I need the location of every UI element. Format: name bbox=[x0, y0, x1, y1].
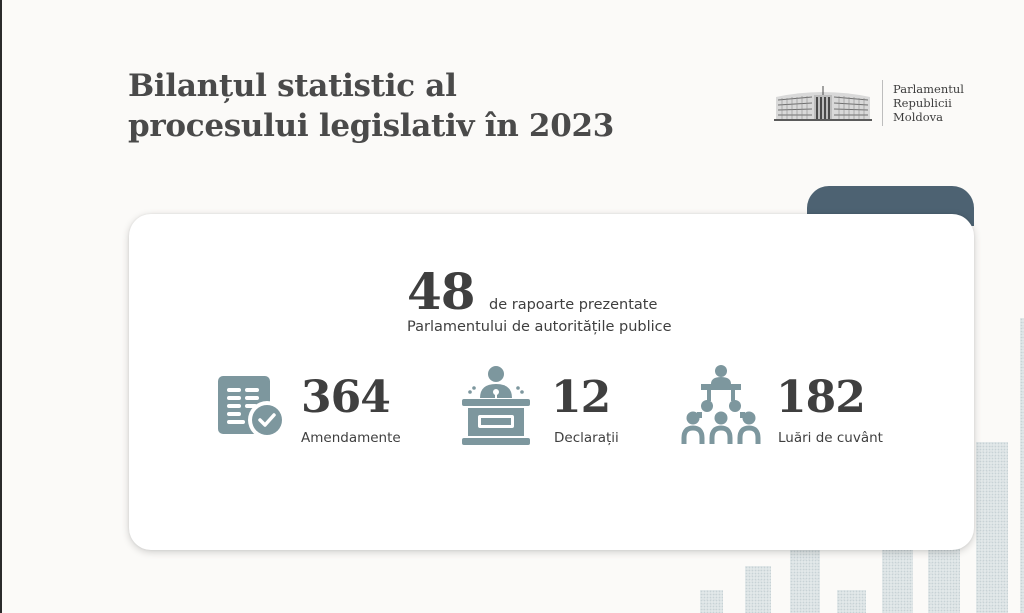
decorative-bar bbox=[882, 549, 913, 613]
decorative-bar bbox=[837, 590, 866, 613]
document-check-icon bbox=[218, 376, 286, 438]
parliament-building-icon bbox=[774, 86, 872, 121]
decorative-bar bbox=[745, 566, 771, 613]
page-title: Bilanțul statistic al procesului legisla… bbox=[128, 66, 614, 146]
logo-text-line-1: Parlamentul bbox=[893, 82, 964, 96]
page-title-line-1: Bilanțul statistic al bbox=[128, 68, 457, 104]
logo-text-line-2: Republicii bbox=[893, 96, 952, 110]
reports-caption-line-2: Parlamentului de autoritățile publice bbox=[407, 319, 672, 335]
stats-card: 48 de rapoarte prezentate Parlamentului … bbox=[129, 214, 974, 550]
reports-caption-line-1: de rapoarte prezentate bbox=[489, 297, 658, 313]
speeches-count: 182 bbox=[776, 372, 866, 423]
logo-divider bbox=[882, 80, 883, 126]
declarations-count: 12 bbox=[551, 372, 611, 423]
audience-speaker-icon bbox=[681, 365, 761, 444]
decorative-bar bbox=[928, 549, 960, 613]
amendments-count: 364 bbox=[301, 372, 391, 423]
logo-text-line-3: Moldova bbox=[893, 110, 944, 124]
window-left-border bbox=[0, 0, 2, 613]
amendments-label: Amendamente bbox=[301, 430, 401, 446]
decorative-bar bbox=[700, 590, 723, 613]
decorative-bar bbox=[976, 442, 1008, 613]
speeches-label: Luări de cuvânt bbox=[778, 430, 883, 446]
page-title-line-2: procesului legislativ în 2023 bbox=[128, 108, 615, 144]
reports-count: 48 bbox=[407, 262, 476, 321]
decorative-bar bbox=[1020, 318, 1024, 613]
logo-text: Parlamentul Republicii Moldova bbox=[893, 82, 964, 124]
parliament-logo: Parlamentul Republicii Moldova bbox=[774, 80, 964, 126]
declarations-label: Declarații bbox=[554, 430, 619, 446]
decorative-bar bbox=[790, 550, 820, 613]
podium-speaker-icon bbox=[462, 366, 530, 445]
